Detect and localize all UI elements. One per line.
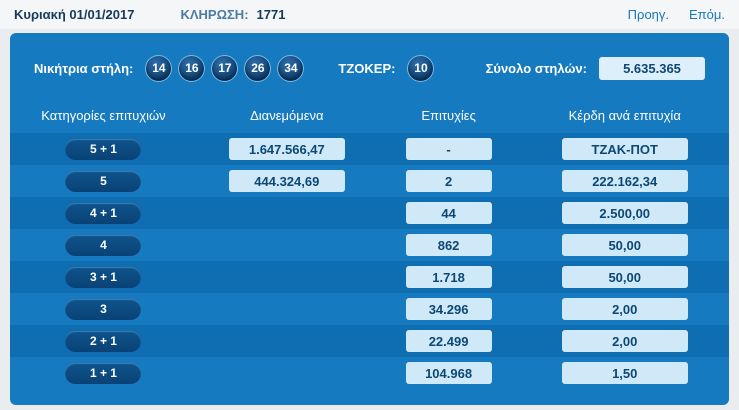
prize-value: 2,00 <box>561 330 688 352</box>
winning-ball-3: 17 <box>211 54 239 82</box>
topbar: Κυριακή 01/01/2017 ΚΛΗΡΩΣΗ: 1771 Προηγ. … <box>0 0 739 29</box>
winning-ball-2: 16 <box>178 54 206 82</box>
winners-value: 862 <box>405 234 492 256</box>
winning-numbers-row: Νικήτρια στήλη: 14 16 17 26 34 ΤΖΟΚΕΡ: 1… <box>10 47 729 89</box>
winning-ball-1: 14 <box>145 54 173 82</box>
draw-date: Κυριακή 01/01/2017 <box>14 7 135 22</box>
winners-value: - <box>405 138 492 160</box>
prize-value: 50,00 <box>561 266 688 288</box>
winning-ball-5: 34 <box>277 54 305 82</box>
winners-value: 2 <box>405 170 492 192</box>
prize-value: 222.162,34 <box>561 170 688 192</box>
table-row: 3 34.296 2,00 <box>10 293 729 325</box>
category-pill: 5 + 1 <box>65 138 142 160</box>
category-pill: 4 + 1 <box>65 202 142 224</box>
winners-value: 22.499 <box>405 330 492 352</box>
previous-draw-link[interactable]: Προηγ. <box>627 7 670 22</box>
table-header-row: Κατηγορίες επιτυχιών Διανεμόμενα Επιτυχί… <box>10 97 729 133</box>
winning-ball-4: 26 <box>244 54 272 82</box>
distributed-value: 1.647.566,47 <box>228 138 345 160</box>
table-row: 4 + 1 44 2.500,00 <box>10 197 729 229</box>
prize-value: ΤΖΑΚ-ΠΟΤ <box>561 138 688 160</box>
prize-value: 1,50 <box>561 362 688 384</box>
table-row: 2 + 1 22.499 2,00 <box>10 325 729 357</box>
header-categories: Κατηγορίες επιτυχιών <box>41 107 166 123</box>
table-row: 4 862 50,00 <box>10 229 729 261</box>
winners-value: 44 <box>405 202 492 224</box>
distributed-value: 444.324,69 <box>228 170 345 192</box>
category-pill: 4 <box>65 234 142 256</box>
category-pill: 3 <box>65 298 142 320</box>
header-prize: Κέρδη ανά επιτυχία <box>568 107 681 123</box>
table-row: 1 + 1 104.968 1,50 <box>10 357 729 389</box>
draw-label: ΚΛΗΡΩΣΗ: <box>180 7 249 22</box>
header-distributed: Διανεμόμενα <box>250 107 324 123</box>
prize-value: 2,00 <box>561 298 688 320</box>
winners-value: 104.968 <box>405 362 492 384</box>
table-row: 5 444.324,69 2 222.162,34 <box>10 165 729 197</box>
joker-ball: 10 <box>407 54 435 82</box>
joker-label: ΤΖΟΚΕΡ: <box>338 60 396 76</box>
category-pill: 5 <box>65 170 142 192</box>
table-row: 3 + 1 1.718 50,00 <box>10 261 729 293</box>
winners-value: 1.718 <box>405 266 492 288</box>
category-pill: 2 + 1 <box>65 330 142 352</box>
total-columns-label: Σύνολο στηλών: <box>485 60 587 76</box>
results-panel: Νικήτρια στήλη: 14 16 17 26 34 ΤΖΟΚΕΡ: 1… <box>10 33 729 405</box>
prize-value: 2.500,00 <box>561 202 688 224</box>
next-draw-link[interactable]: Επόμ. <box>689 7 725 22</box>
category-pill: 1 + 1 <box>65 362 142 384</box>
draw-number: 1771 <box>256 7 286 22</box>
table-row: 5 + 1 1.647.566,47 - ΤΖΑΚ-ΠΟΤ <box>10 133 729 165</box>
winning-column-label: Νικήτρια στήλη: <box>34 60 134 76</box>
header-winners: Επιτυχίες <box>421 107 476 123</box>
total-columns-value: 5.635.365 <box>599 56 705 80</box>
winners-value: 34.296 <box>405 298 492 320</box>
winning-balls: 14 16 17 26 34 <box>145 54 305 82</box>
prize-value: 50,00 <box>561 234 688 256</box>
category-pill: 3 + 1 <box>65 266 142 288</box>
